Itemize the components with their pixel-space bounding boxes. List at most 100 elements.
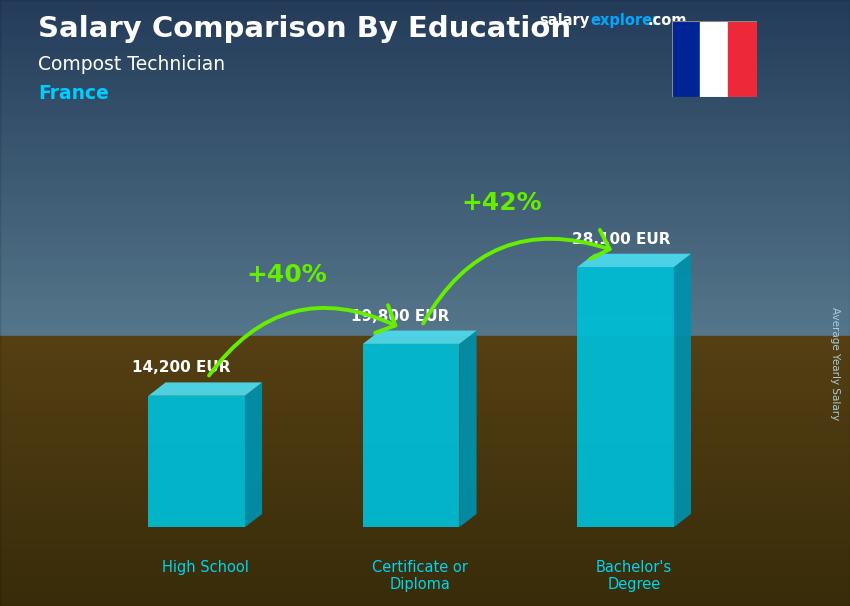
Bar — [0, 89, 850, 90]
Bar — [0, 42, 850, 43]
Bar — [0, 319, 850, 320]
Bar — [0, 324, 850, 325]
Bar — [0, 586, 850, 587]
Bar — [0, 392, 850, 393]
Bar — [0, 487, 850, 488]
Bar — [0, 544, 850, 545]
Bar — [0, 97, 850, 98]
Bar — [0, 348, 850, 349]
Bar — [0, 283, 850, 284]
Bar — [0, 17, 850, 18]
Bar — [0, 570, 850, 571]
Bar — [0, 337, 850, 338]
Bar — [0, 420, 850, 421]
Bar — [0, 8, 850, 9]
Bar — [0, 61, 850, 62]
Bar — [0, 271, 850, 272]
Bar — [0, 563, 850, 564]
Bar — [0, 604, 850, 605]
Bar — [0, 497, 850, 498]
Bar — [0, 371, 850, 372]
Bar — [0, 511, 850, 512]
Bar — [0, 235, 850, 236]
Bar — [0, 457, 850, 458]
Polygon shape — [577, 254, 691, 267]
Bar — [0, 293, 850, 294]
Bar — [0, 556, 850, 557]
Bar — [0, 45, 850, 46]
Bar — [0, 157, 850, 158]
Bar — [0, 128, 850, 129]
Bar — [0, 403, 850, 404]
Bar — [0, 369, 850, 370]
Bar — [0, 334, 850, 335]
Bar — [0, 244, 850, 245]
Bar — [0, 243, 850, 244]
Bar — [0, 22, 850, 23]
Bar — [0, 58, 850, 59]
Bar — [0, 443, 850, 444]
Bar — [0, 257, 850, 258]
Bar — [0, 362, 850, 363]
Bar — [0, 498, 850, 499]
Bar — [0, 323, 850, 324]
Bar — [0, 342, 850, 343]
Bar — [0, 312, 850, 313]
Bar — [0, 291, 850, 292]
Bar — [0, 81, 850, 82]
Bar — [0, 233, 850, 234]
Bar — [0, 75, 850, 76]
Bar — [0, 414, 850, 415]
Bar — [0, 198, 850, 199]
Bar — [0, 145, 850, 146]
Bar — [0, 565, 850, 566]
Bar — [0, 409, 850, 410]
Bar — [0, 77, 850, 78]
Bar — [0, 519, 850, 520]
Bar — [0, 197, 850, 198]
Bar — [0, 514, 850, 515]
Bar — [0, 580, 850, 581]
Bar — [0, 126, 850, 127]
Bar — [0, 542, 850, 543]
Bar — [0, 16, 850, 17]
Text: Salary Comparison By Education: Salary Comparison By Education — [38, 15, 571, 43]
Bar — [0, 292, 850, 293]
Bar — [0, 136, 850, 137]
Bar — [0, 481, 850, 482]
Polygon shape — [363, 331, 477, 344]
Bar — [0, 599, 850, 600]
Bar — [0, 192, 850, 193]
Bar — [0, 11, 850, 12]
Bar — [0, 394, 850, 395]
Bar — [0, 383, 850, 384]
Bar — [0, 100, 850, 101]
Bar — [0, 357, 850, 358]
Bar — [0, 72, 850, 73]
Bar — [0, 173, 850, 174]
Polygon shape — [149, 396, 245, 527]
Bar — [0, 486, 850, 487]
Bar — [0, 181, 850, 182]
Bar — [0, 20, 850, 21]
Bar — [0, 470, 850, 471]
Bar — [0, 313, 850, 314]
Bar — [0, 85, 850, 86]
Bar — [0, 475, 850, 476]
Bar — [0, 174, 850, 175]
Text: Average Yearly Salary: Average Yearly Salary — [830, 307, 840, 420]
Bar — [0, 529, 850, 530]
Bar — [0, 290, 850, 291]
Bar — [0, 236, 850, 237]
Bar — [0, 382, 850, 383]
Bar — [0, 461, 850, 462]
Bar — [0, 203, 850, 204]
Bar — [0, 269, 850, 270]
Bar — [0, 412, 850, 413]
Bar — [0, 28, 850, 29]
Bar — [0, 285, 850, 286]
Bar — [0, 33, 850, 34]
Bar — [0, 516, 850, 517]
Bar — [0, 520, 850, 521]
Bar — [0, 117, 850, 118]
